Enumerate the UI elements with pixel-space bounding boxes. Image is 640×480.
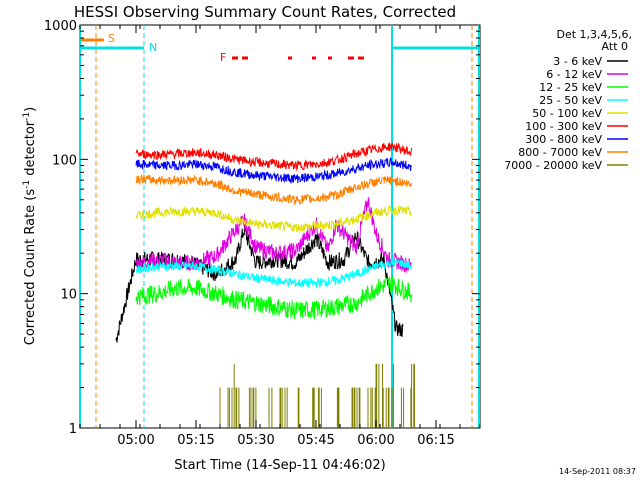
x-tick-label: 06:00 bbox=[357, 433, 394, 448]
flag-layer: S N F bbox=[79, 25, 480, 428]
flag-label-f: F bbox=[220, 51, 226, 64]
x-tick-label: 05:15 bbox=[177, 433, 214, 448]
legend-label-0: 3 - 6 keV bbox=[553, 55, 602, 68]
axes-layer: 1 10 100 1000 05:00 05:15 05:30 05:45 06:00 06:15 bbox=[44, 19, 481, 448]
series-line-5 bbox=[135, 142, 412, 172]
y-axis-label-sup2: -1 bbox=[22, 112, 32, 121]
legend-label-7: 800 - 7000 keV bbox=[518, 146, 602, 159]
legend-label-3: 25 - 50 keV bbox=[539, 94, 602, 107]
x-axis-label: Start Time (14-Sep-11 04:46:02) bbox=[174, 458, 385, 473]
y-axis-label-mid: detector bbox=[23, 120, 38, 180]
series-line-1 bbox=[135, 197, 412, 273]
legend-label-4: 50 - 100 keV bbox=[532, 107, 602, 120]
y-tick-label: 1000 bbox=[44, 19, 77, 34]
x-tick-label: 06:15 bbox=[417, 433, 454, 448]
series-line-0 bbox=[115, 224, 404, 343]
series-line-7 bbox=[135, 173, 412, 206]
flag-label-n: N bbox=[149, 41, 157, 54]
y-axis-label-sup1: -1 bbox=[22, 180, 32, 189]
legend-label-2: 12 - 25 keV bbox=[539, 81, 602, 94]
flag-label-s: S bbox=[108, 32, 115, 45]
y-tick-label: 10 bbox=[60, 288, 77, 303]
series-line-2 bbox=[135, 275, 412, 320]
chart-title: HESSI Observing Summary Count Rates, Cor… bbox=[74, 3, 456, 21]
legend-label-5: 100 - 300 keV bbox=[525, 120, 602, 133]
legend-label-8: 7000 - 20000 keV bbox=[504, 159, 602, 172]
legend-label-6: 300 - 800 keV bbox=[525, 133, 602, 146]
series-line-4 bbox=[135, 205, 412, 233]
y-axis-label-main: Corrected Count Rate (s bbox=[23, 189, 38, 346]
legend-label-1: 6 - 12 keV bbox=[546, 68, 602, 81]
x-tick-label: 05:00 bbox=[117, 433, 154, 448]
timestamp: 14-Sep-2011 08:37 bbox=[559, 467, 636, 476]
series-layer bbox=[115, 142, 415, 428]
series-line-8 bbox=[219, 363, 415, 428]
legend-header-1: Det 1,3,4,5,6, bbox=[556, 28, 632, 41]
y-axis-label: Corrected Count Rate (s-1 detector-1) bbox=[22, 107, 38, 345]
series-line-6 bbox=[135, 157, 412, 185]
x-tick-label: 05:30 bbox=[237, 433, 274, 448]
x-tick-label: 05:45 bbox=[297, 433, 334, 448]
legend-header-2: Att 0 bbox=[602, 40, 628, 53]
y-axis-label-end: ) bbox=[23, 107, 38, 112]
y-tick-label: 1 bbox=[69, 422, 77, 437]
y-tick-label: 100 bbox=[52, 153, 77, 168]
series-line-3 bbox=[135, 258, 412, 289]
